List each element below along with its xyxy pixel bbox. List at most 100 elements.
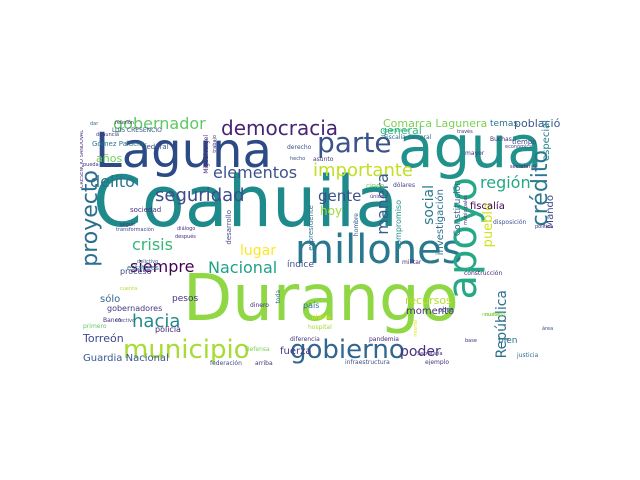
word-bien: bien xyxy=(498,336,518,346)
word-laguna: Laguna xyxy=(95,123,272,179)
word-agua: agua xyxy=(398,115,543,181)
word-siempre: siempre xyxy=(130,257,195,276)
word-gobierno: gobierno xyxy=(290,335,405,365)
word-mayor: mayor xyxy=(465,150,485,157)
word-planta: planta xyxy=(312,314,331,321)
word-durango: Durango xyxy=(183,262,459,336)
word-lugar: lugar xyxy=(240,243,276,259)
word-seguir: seguir xyxy=(120,222,136,228)
word-republica: República xyxy=(494,290,510,359)
word-general: general xyxy=(380,124,422,137)
word-tiempo: tiempo xyxy=(512,138,537,146)
word-especial: especial xyxy=(541,120,552,162)
word-dolares: dólares xyxy=(393,182,415,189)
word-compromiso: compromiso xyxy=(394,200,403,250)
word-desarrollo: desarrollo xyxy=(225,210,233,245)
word-reunion: reunión xyxy=(115,120,134,126)
word-militar: militar xyxy=(402,259,422,266)
word-indice: índice xyxy=(287,260,314,270)
word-dar: dar xyxy=(90,121,99,127)
word-primero: primero xyxy=(83,323,107,330)
word-dialogo: diálogo xyxy=(177,226,196,232)
word-defensa: Defensa xyxy=(245,346,270,353)
word-politica: política xyxy=(535,224,554,230)
word-efectivo: efectivo xyxy=(115,318,136,324)
word-poblacion: población xyxy=(514,117,560,130)
word-secretaria-cap: Secretaría xyxy=(417,351,443,357)
word-policia: policía xyxy=(155,325,181,334)
word-torreon: Torreón xyxy=(83,332,124,345)
word-miguel-angel: Miguel Ángel xyxy=(203,135,210,174)
word-pesos: pesos xyxy=(172,294,199,304)
word-hombre: hombre xyxy=(353,213,360,237)
word-seguridad: seguridad xyxy=(155,185,245,206)
word-region: región xyxy=(480,173,531,192)
word-parte: parte xyxy=(317,126,392,159)
word-anos: años xyxy=(96,152,123,165)
word-transformacion: transformación xyxy=(116,227,154,233)
word-infraestructura: infraestructura xyxy=(345,359,390,366)
word-derecho: derecho xyxy=(287,144,312,151)
word-municipio: municipio xyxy=(123,335,250,365)
word-importante: importante xyxy=(313,160,414,181)
word-cloud: Coahuila Durango agua Laguna millones ap… xyxy=(80,115,560,365)
word-unico: único xyxy=(370,194,384,200)
word-federal: federal xyxy=(144,143,169,151)
word-diferencia: diferencia xyxy=(290,336,320,343)
word-poder: poder xyxy=(400,344,441,360)
word-traves: través xyxy=(457,129,473,135)
word-gomez-palacio: Gómez Palacio xyxy=(92,140,144,148)
word-coahuila: Coahuila xyxy=(93,161,399,243)
word-hacia: hacia xyxy=(132,311,181,332)
word-fiscalia: fiscalía xyxy=(470,201,505,212)
word-crisis: crisis xyxy=(132,235,173,254)
word-trabajo: trabajo xyxy=(212,135,218,153)
word-expresidente: expresidente xyxy=(307,205,315,251)
word-millones: millones xyxy=(295,227,463,273)
word-cresencio-sandoval: CRESENCIO SANDOVAL xyxy=(80,130,85,189)
word-ejemplo: ejemplo xyxy=(425,359,450,366)
word-luis-cresencio: LUIS CRESENCIO xyxy=(112,127,162,134)
word-buchas: Buchas xyxy=(490,136,512,143)
word-base: base xyxy=(465,338,477,344)
word-justicia: justicia xyxy=(517,352,539,359)
word-operativos: operativos xyxy=(383,128,410,134)
word-sociedad: sociedad xyxy=(130,206,162,214)
word-democracia: democracia xyxy=(221,116,339,140)
word-hecho: hecho xyxy=(290,156,306,162)
word-comarca-lagunera: Comarca Lagunera xyxy=(383,117,488,130)
word-obra: obra xyxy=(438,306,454,314)
word-proceso: proceso xyxy=(120,267,152,276)
word-federacion: federación xyxy=(210,360,242,366)
word-secretaria: secretaría xyxy=(510,164,535,170)
word-delito: delito xyxy=(90,172,135,191)
word-nuevo: nuevo xyxy=(485,312,501,318)
word-solo: sólo xyxy=(100,294,121,305)
word-constitucion: Constitución xyxy=(453,180,463,237)
word-mismo: mismo xyxy=(413,320,419,337)
word-area: área xyxy=(542,326,554,332)
word-despues: después xyxy=(175,234,196,240)
word-hospital: hospital xyxy=(308,324,332,331)
word-fuerza: fuerza xyxy=(280,346,312,357)
word-pais: país xyxy=(303,301,320,310)
word-asunto: asunto xyxy=(313,156,334,163)
word-municipales: municipales xyxy=(463,195,469,226)
word-arriba: arriba xyxy=(255,360,273,366)
word-construccion: construcción xyxy=(464,270,503,277)
word-delictivo: delictivo xyxy=(137,259,159,265)
word-estatales: estatales xyxy=(127,264,159,272)
word-pueda: pueda xyxy=(83,162,99,168)
word-momento: momento xyxy=(406,306,455,317)
word-pandemia: pandemia xyxy=(369,336,399,343)
word-elementos: elementos xyxy=(213,163,298,182)
word-denuncia: denuncia xyxy=(96,132,119,138)
word-gobernadores: gobernadores xyxy=(107,304,163,313)
word-guardia-nacional: Guardia Nacional xyxy=(83,353,169,364)
word-social: social xyxy=(421,185,437,225)
word-temas: temas xyxy=(490,119,519,129)
word-economica: económica xyxy=(505,144,533,150)
word-gobernador: gobernador xyxy=(113,115,206,133)
word-recursos: recursos xyxy=(405,294,452,307)
word-disposicion: disposición xyxy=(493,219,527,226)
